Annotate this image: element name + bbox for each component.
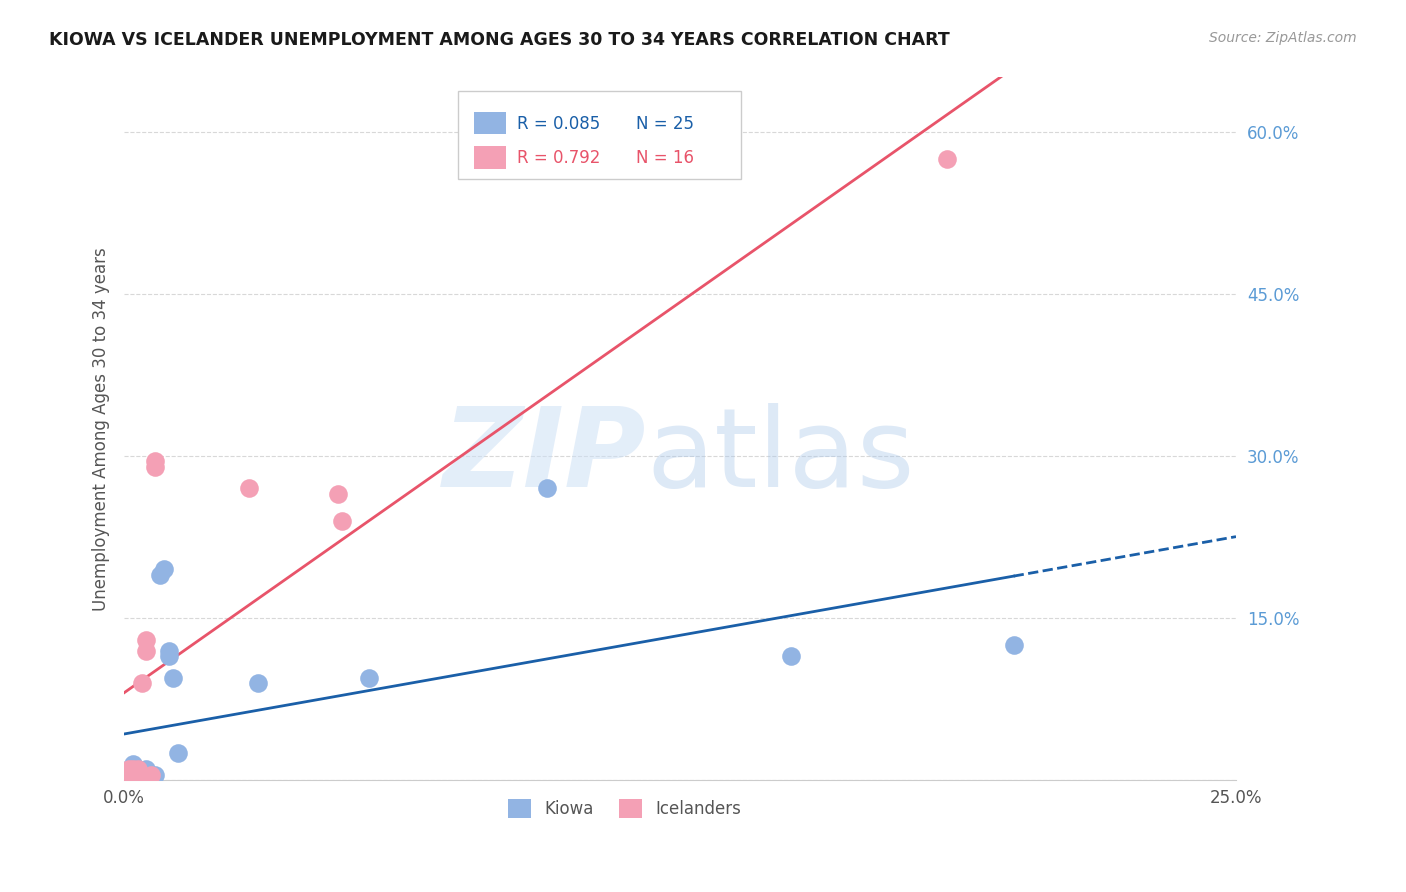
Point bbox=[127, 768, 149, 782]
Point bbox=[118, 763, 141, 777]
Point bbox=[246, 676, 269, 690]
Point bbox=[135, 763, 157, 777]
Point bbox=[157, 648, 180, 663]
Point bbox=[127, 764, 149, 779]
Point bbox=[935, 152, 957, 166]
Legend: Kiowa, Icelanders: Kiowa, Icelanders bbox=[501, 792, 748, 825]
Y-axis label: Unemployment Among Ages 30 to 34 years: Unemployment Among Ages 30 to 34 years bbox=[93, 247, 110, 611]
Point bbox=[330, 514, 353, 528]
Point bbox=[143, 454, 166, 468]
Point bbox=[122, 763, 145, 777]
Point bbox=[139, 768, 162, 782]
Point bbox=[143, 459, 166, 474]
Point bbox=[131, 676, 153, 690]
Point bbox=[166, 746, 188, 760]
Point bbox=[1002, 638, 1025, 652]
Point bbox=[118, 768, 141, 782]
Point bbox=[135, 632, 157, 647]
Point bbox=[238, 481, 260, 495]
Point bbox=[122, 768, 145, 782]
Point bbox=[780, 648, 803, 663]
Point bbox=[131, 764, 153, 779]
Point bbox=[135, 764, 157, 779]
Point bbox=[157, 643, 180, 657]
Point bbox=[149, 567, 172, 582]
Text: Source: ZipAtlas.com: Source: ZipAtlas.com bbox=[1209, 31, 1357, 45]
Text: N = 16: N = 16 bbox=[636, 149, 693, 167]
Text: atlas: atlas bbox=[647, 403, 915, 510]
Bar bbox=[474, 112, 506, 135]
Point bbox=[153, 562, 176, 576]
Point bbox=[326, 487, 349, 501]
Point bbox=[122, 768, 145, 782]
Text: KIOWA VS ICELANDER UNEMPLOYMENT AMONG AGES 30 TO 34 YEARS CORRELATION CHART: KIOWA VS ICELANDER UNEMPLOYMENT AMONG AG… bbox=[49, 31, 950, 49]
FancyBboxPatch shape bbox=[458, 92, 741, 179]
Text: N = 25: N = 25 bbox=[636, 115, 693, 133]
Text: R = 0.085: R = 0.085 bbox=[516, 115, 600, 133]
Point bbox=[135, 768, 157, 782]
Point bbox=[127, 763, 149, 777]
Point bbox=[139, 768, 162, 782]
Point bbox=[143, 768, 166, 782]
Point bbox=[118, 768, 141, 782]
Point bbox=[135, 643, 157, 657]
Point bbox=[131, 768, 153, 782]
Bar bbox=[474, 146, 506, 169]
Point bbox=[127, 768, 149, 782]
Point bbox=[357, 671, 380, 685]
Text: ZIP: ZIP bbox=[443, 403, 647, 510]
Point bbox=[536, 481, 558, 495]
Point bbox=[122, 757, 145, 772]
Point bbox=[127, 763, 149, 777]
Point bbox=[118, 763, 141, 777]
Text: R = 0.792: R = 0.792 bbox=[516, 149, 600, 167]
Point bbox=[162, 671, 184, 685]
